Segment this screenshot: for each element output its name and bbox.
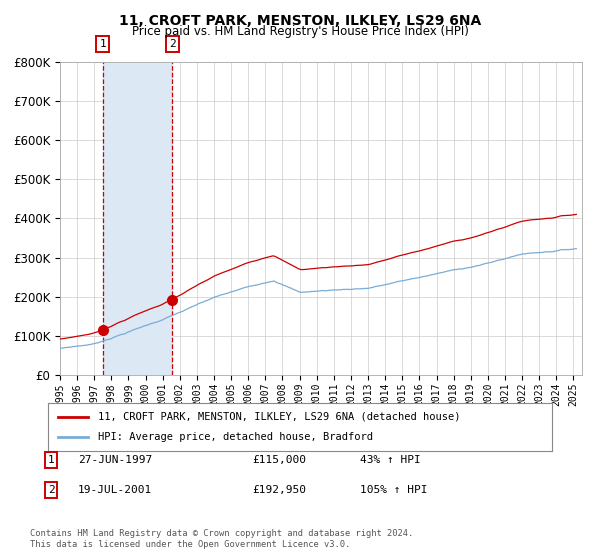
Text: £192,950: £192,950 — [252, 485, 306, 495]
Text: Contains HM Land Registry data © Crown copyright and database right 2024.
This d: Contains HM Land Registry data © Crown c… — [30, 529, 413, 549]
Text: 27-JUN-1997: 27-JUN-1997 — [78, 455, 152, 465]
Text: Price paid vs. HM Land Registry's House Price Index (HPI): Price paid vs. HM Land Registry's House … — [131, 25, 469, 38]
Text: 11, CROFT PARK, MENSTON, ILKLEY, LS29 6NA (detached house): 11, CROFT PARK, MENSTON, ILKLEY, LS29 6N… — [98, 412, 461, 422]
Text: 43% ↑ HPI: 43% ↑ HPI — [360, 455, 421, 465]
Text: HPI: Average price, detached house, Bradford: HPI: Average price, detached house, Brad… — [98, 432, 373, 442]
Text: £115,000: £115,000 — [252, 455, 306, 465]
Text: 2: 2 — [169, 39, 175, 49]
Text: 2: 2 — [47, 485, 55, 495]
Text: 1: 1 — [47, 455, 55, 465]
Text: 19-JUL-2001: 19-JUL-2001 — [78, 485, 152, 495]
Text: 105% ↑ HPI: 105% ↑ HPI — [360, 485, 427, 495]
Bar — [103, 62, 172, 375]
Text: 11, CROFT PARK, MENSTON, ILKLEY, LS29 6NA: 11, CROFT PARK, MENSTON, ILKLEY, LS29 6N… — [119, 14, 481, 28]
Text: 1: 1 — [99, 39, 106, 49]
